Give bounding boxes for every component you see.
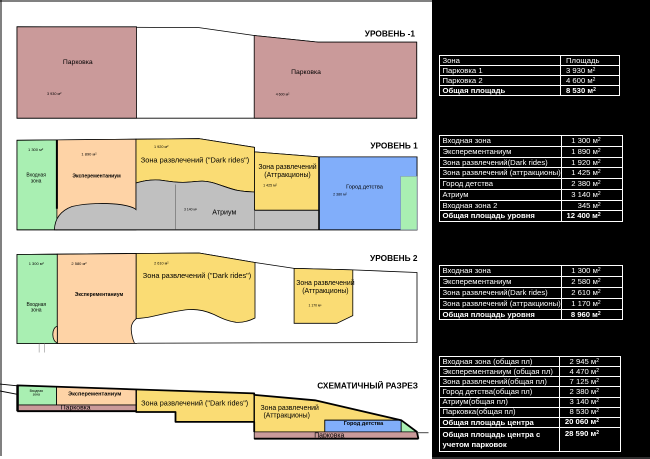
svg-text:1 920 м²: 1 920 м² xyxy=(154,145,169,149)
svg-text:2 380 м²: 2 380 м² xyxy=(333,192,347,196)
svg-text:2 580 м²: 2 580 м² xyxy=(71,261,87,266)
svg-text:Эксперементаниум: Эксперементаниум xyxy=(72,173,121,179)
svg-text:2 610 м²: 2 610 м² xyxy=(154,262,169,266)
svg-text:3 930 м²: 3 930 м² xyxy=(47,92,62,96)
svg-text:Входная: Входная xyxy=(26,173,46,179)
svg-text:Зона развлечений ("Dark rides": Зона развлечений ("Dark rides") xyxy=(143,271,251,280)
svg-text:4 600 м²: 4 600 м² xyxy=(276,93,290,97)
svg-text:УРОВЕНЬ 1: УРОВЕНЬ 1 xyxy=(370,140,418,150)
svg-text:зона: зона xyxy=(31,308,42,314)
svg-text:Эксперементаниум: Эксперементаниум xyxy=(68,392,121,398)
svg-text:Входная: Входная xyxy=(27,302,47,308)
svg-text:УРОВЕНЬ -1: УРОВЕНЬ -1 xyxy=(365,28,416,38)
svg-text:(Аттракционы): (Аттракционы) xyxy=(302,288,348,295)
svg-text:Атриум: Атриум xyxy=(212,208,236,216)
svg-text:УРОВЕНЬ 2: УРОВЕНЬ 2 xyxy=(370,253,418,263)
svg-text:зона: зона xyxy=(33,393,40,397)
svg-text:Эксперементаниум: Эксперементаниум xyxy=(75,292,124,298)
svg-text:Входная: Входная xyxy=(30,389,43,393)
svg-text:1 425 м²: 1 425 м² xyxy=(263,184,277,188)
svg-text:Парковка: Парковка xyxy=(291,69,321,76)
svg-text:1 170 м²: 1 170 м² xyxy=(309,303,323,307)
svg-text:Парковка: Парковка xyxy=(61,404,91,411)
svg-text:1 300 м²: 1 300 м² xyxy=(29,261,45,266)
svg-text:Город детства: Город детства xyxy=(344,421,384,427)
svg-text:Зона развлечений ("Dark rides": Зона развлечений ("Dark rides") xyxy=(141,155,249,164)
svg-text:Зона развлечений: Зона развлечений xyxy=(258,163,316,171)
svg-text:(Аттракционы): (Аттракционы) xyxy=(264,172,310,179)
svg-text:СХЕМАТИЧНЫЙ РАЗРЕЗ: СХЕМАТИЧНЫЙ РАЗРЕЗ xyxy=(317,379,418,390)
svg-text:зона: зона xyxy=(31,178,42,184)
svg-text:3 140 м²: 3 140 м² xyxy=(184,207,198,211)
svg-text:Парковка: Парковка xyxy=(314,432,344,439)
svg-text:1 300 м²: 1 300 м² xyxy=(28,147,44,152)
svg-text:Зона развлечений: Зона развлечений xyxy=(261,404,319,412)
svg-text:Зона развлечений: Зона развлечений xyxy=(296,279,354,287)
svg-text:Город детства: Город детства xyxy=(346,185,384,191)
svg-text:1 890 м²: 1 890 м² xyxy=(81,152,97,157)
svg-text:Зона развлечений ("Dark rides": Зона развлечений ("Dark rides") xyxy=(141,399,248,408)
svg-text:(Аттракционы): (Аттракционы) xyxy=(263,413,309,420)
svg-text:Парковка: Парковка xyxy=(63,59,93,66)
